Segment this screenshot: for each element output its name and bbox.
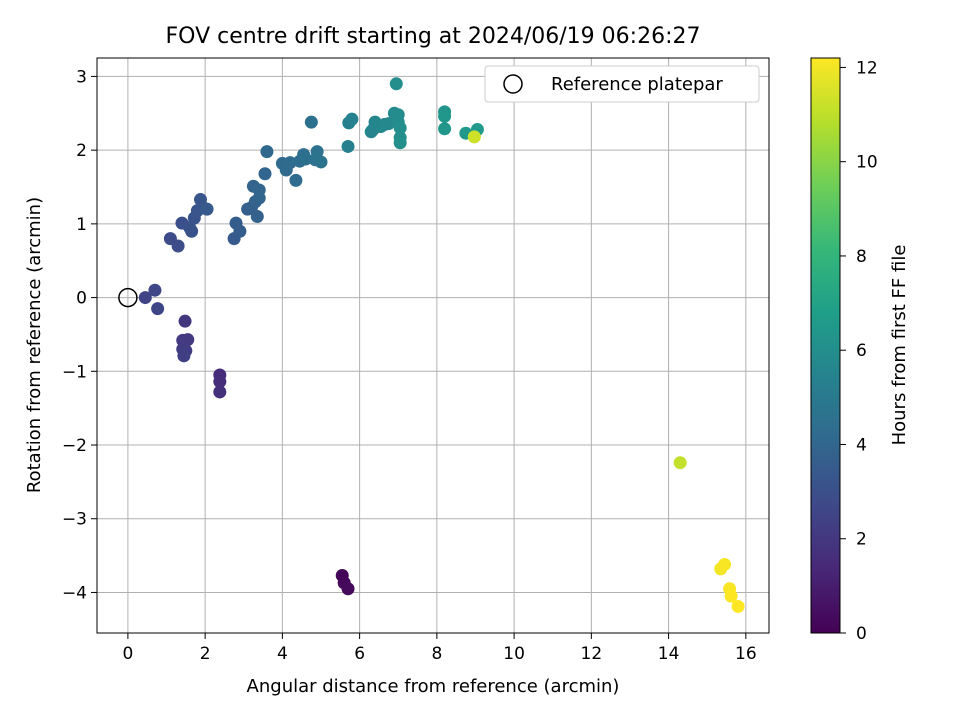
colorbar-tick-label: 4 — [856, 435, 867, 455]
grid-lines — [97, 58, 769, 633]
data-point — [314, 155, 328, 169]
data-point — [283, 156, 297, 170]
data-point — [438, 109, 452, 123]
x-axis-ticks: 0 2 4 6 8 10 12 14 16 — [122, 633, 757, 664]
data-point — [718, 557, 732, 571]
data-point — [148, 283, 162, 297]
colorbar-tick-label: 10 — [856, 153, 878, 173]
data-point — [393, 136, 407, 150]
colorbar-tick-label: 0 — [856, 624, 867, 644]
data-point — [178, 314, 192, 328]
y-tick-label: −4 — [62, 583, 87, 603]
data-point — [345, 112, 359, 126]
data-point — [731, 599, 745, 613]
plot-frame — [96, 57, 770, 634]
colorbar-tick-label: 8 — [856, 247, 867, 267]
y-tick-label: −1 — [62, 362, 87, 382]
y-axis-ticks: −4 −3 −2 −1 0 1 2 3 — [62, 67, 97, 603]
legend-box — [484, 65, 760, 103]
data-point — [213, 375, 227, 389]
legend-label: Reference platepar — [551, 74, 723, 95]
x-tick-label: 8 — [431, 644, 442, 664]
colorbar-label: Hours from first FF file — [889, 245, 910, 446]
data-point — [229, 216, 243, 230]
colorbar-ticks: 0 2 4 6 8 10 12 — [840, 58, 878, 644]
x-tick-label: 6 — [354, 644, 365, 664]
y-tick-label: 2 — [76, 141, 87, 161]
x-tick-label: 4 — [277, 644, 288, 664]
x-axis-label: Angular distance from reference (arcmin) — [247, 676, 620, 697]
x-tick-label: 16 — [735, 644, 757, 664]
data-point — [467, 130, 481, 144]
x-tick-label: 2 — [200, 644, 211, 664]
legend-marker — [503, 74, 523, 94]
legend: Reference platepar — [484, 65, 760, 103]
reference-marker — [118, 287, 138, 308]
chart-title: FOV centre drift starting at 2024/06/19 … — [166, 24, 701, 49]
colorbar-bar — [810, 57, 841, 634]
x-tick-label: 0 — [122, 644, 133, 664]
x-tick-label: 10 — [503, 644, 525, 664]
data-point — [438, 122, 452, 136]
data-point — [289, 173, 303, 187]
data-point — [673, 456, 687, 470]
data-point — [382, 117, 396, 131]
data-point — [213, 385, 227, 399]
data-point — [299, 152, 313, 166]
colorbar: 0 2 4 6 8 10 12 Hours from first FF file — [810, 57, 910, 644]
data-point — [258, 167, 272, 181]
data-point — [341, 582, 355, 596]
data-point — [724, 589, 738, 603]
data-point — [304, 115, 318, 129]
data-point — [177, 349, 191, 363]
data-point — [250, 209, 264, 223]
data-point — [185, 224, 199, 238]
colorbar-tick-label: 6 — [856, 341, 867, 361]
data-points — [138, 77, 745, 613]
data-point — [389, 77, 403, 91]
colorbar-tick-label: 2 — [856, 530, 867, 550]
x-tick-label: 14 — [658, 644, 680, 664]
data-point — [393, 121, 407, 135]
data-point — [200, 202, 214, 216]
data-point — [341, 139, 355, 153]
data-point — [138, 291, 152, 305]
data-point — [171, 239, 185, 253]
y-tick-label: 3 — [76, 67, 87, 87]
data-point — [181, 333, 195, 347]
y-tick-label: 0 — [76, 289, 87, 309]
data-point — [260, 145, 274, 159]
data-point — [151, 302, 165, 316]
y-tick-label: 1 — [76, 215, 87, 235]
colorbar-tick-label: 12 — [856, 58, 878, 78]
y-tick-label: −3 — [62, 510, 87, 530]
x-tick-label: 12 — [581, 644, 603, 664]
data-point — [252, 183, 266, 197]
y-axis-label: Rotation from reference (arcmin) — [24, 197, 45, 493]
y-tick-label: −2 — [62, 436, 87, 456]
